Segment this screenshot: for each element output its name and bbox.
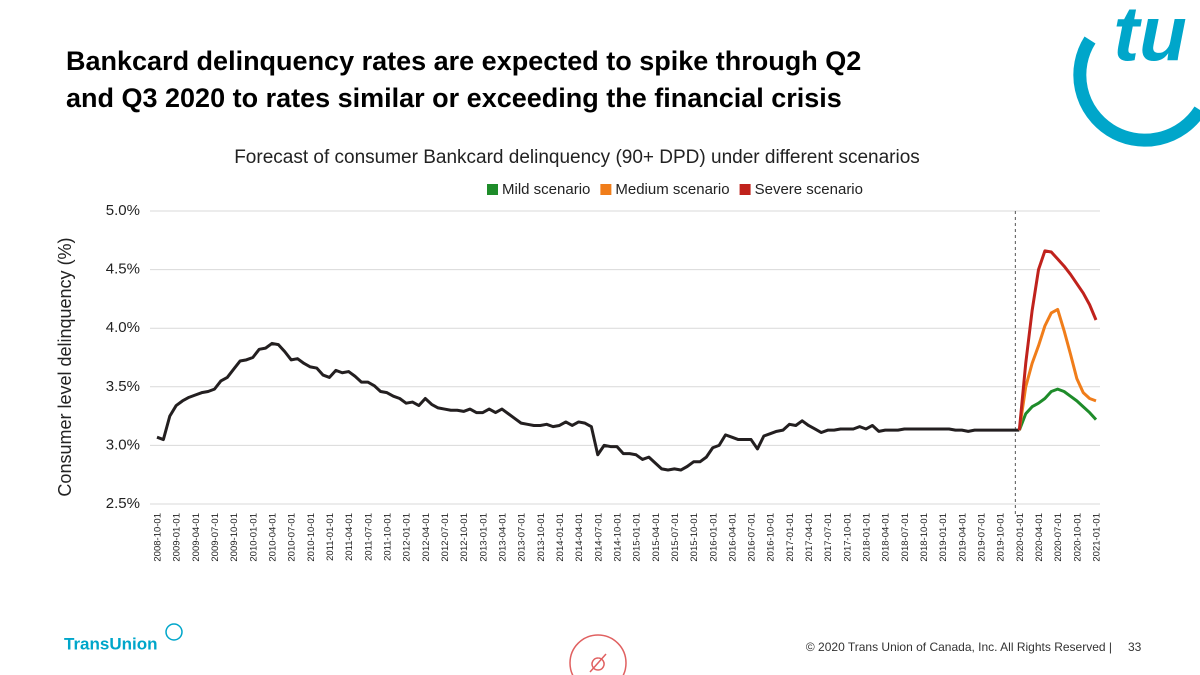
x-tick-label: 2009-04-01 [191,513,202,562]
page-number: 33 [1128,640,1142,654]
y-tick-label: 3.5% [106,378,140,395]
legend-label: Mild scenario [502,181,590,198]
brand: TransUnion [64,634,158,653]
record-icon [569,634,627,675]
x-tick-label: 2015-10-01 [689,513,700,562]
x-tick-label: 2013-04-01 [497,513,508,562]
logo-text: tu [1113,0,1187,78]
slide-title: Bankcard delinquency rates are expected … [66,46,861,76]
x-tick-label: 2010-07-01 [287,513,298,562]
x-tick-label: 2012-10-01 [459,513,470,562]
x-tick-label: 2011-01-01 [325,513,336,561]
legend-swatch [739,184,751,195]
x-tick-label: 2018-07-01 [900,513,911,562]
x-tick-label: 2010-01-01 [248,513,259,562]
series-line [1017,307,1097,431]
x-tick-label: 2013-01-01 [478,513,489,562]
chart-title: Forecast of consumer Bankcard delinquenc… [234,147,920,168]
x-tick-label: 2014-10-01 [612,513,623,562]
series-line [156,341,1020,472]
x-tick-label: 2014-01-01 [555,513,566,562]
x-tick-label: 2012-04-01 [421,513,432,562]
plot: 2.5% 3.0% 3.5% 4.0% 4.5% 5.0% 2008-10-01 2009-0… [106,202,1103,562]
x-tick-label: 2008-10-01 [153,513,164,562]
y-tick-label: 5.0% [106,202,140,219]
x-tick-label: 2016-07-01 [747,513,758,562]
legend-label: Medium scenario [615,181,729,198]
x-tick-label: 2018-01-01 [862,513,873,562]
x-tick-label: 2014-07-01 [593,513,604,562]
x-tick-label: 2019-04-01 [957,513,968,562]
x-tick-label: 2017-04-01 [804,513,815,562]
legend: Mild scenario Medium scenario Severe scena… [487,181,863,198]
x-tick-label: 2018-04-01 [881,513,892,562]
logo: tu [1073,0,1200,147]
x-tick-label: 2013-07-01 [517,513,528,562]
legend-label: Severe scenario [755,181,863,198]
x-tick-label: 2010-10-01 [306,513,317,562]
x-tick-label: 2015-01-01 [632,513,643,562]
x-tick-label: 2009-01-01 [172,513,183,562]
legend-swatch [487,184,498,195]
x-tick-label: 2016-04-01 [727,513,738,562]
series-line [1017,249,1098,431]
x-tick-label: 2016-10-01 [766,513,777,562]
y-axis-label: Consumer level delinquency (%) [55,237,75,496]
legend-swatch [600,184,612,195]
slide-title: and Q3 2020 to rates similar or exceedin… [66,83,842,113]
x-tick-label: 2019-10-01 [996,513,1007,562]
x-tick-label: 2017-10-01 [842,513,853,562]
x-tick-label: 2009-10-01 [229,513,240,562]
x-tick-label: 2019-01-01 [938,513,949,562]
x-tick-label: 2018-10-01 [919,513,930,562]
y-tick-label: 4.0% [106,319,140,336]
x-tick-label: 2009-07-01 [210,513,221,562]
x-tick-label: 2021-01-01 [1092,513,1103,562]
x-tick-label: 2011-10-01 [382,513,393,561]
y-tick-label: 4.5% [106,261,140,278]
copyright: © 2020 Trans Union of Canada, Inc. All R… [806,640,1112,654]
x-tick-label: 2015-07-01 [670,513,681,562]
x-tick-label: 2020-10-01 [1072,513,1083,562]
x-tick-label: 2013-10-01 [536,513,547,562]
x-tick-label: 2012-01-01 [402,513,413,562]
record-icon-glyph [589,653,607,673]
x-tick-label: 2016-01-01 [708,513,719,562]
x-tick-label: 2014-04-01 [574,513,585,562]
x-tick-label: 2010-04-01 [267,513,278,562]
x-tick-label: 2020-07-01 [1053,513,1064,562]
brand-mark [165,623,183,641]
y-tick-label: 2.5% [106,495,140,512]
x-tick-label: 2012-07-01 [440,513,451,562]
logo-arc [1073,36,1200,147]
x-tick-label: 2017-01-01 [785,513,796,562]
x-tick-label: 2011-07-01 [363,513,374,561]
y-tick-label: 3.0% [106,436,140,453]
x-tick-label: 2017-07-01 [823,513,834,562]
series-line [1017,387,1098,431]
x-tick-label: 2011-04-01 [344,513,355,561]
x-tick-label: 2020-04-01 [1034,513,1045,562]
x-tick-label: 2019-07-01 [977,513,988,562]
x-tick-label: 2015-04-01 [651,513,662,562]
x-tick-label: 2020-01-01 [1015,513,1026,562]
